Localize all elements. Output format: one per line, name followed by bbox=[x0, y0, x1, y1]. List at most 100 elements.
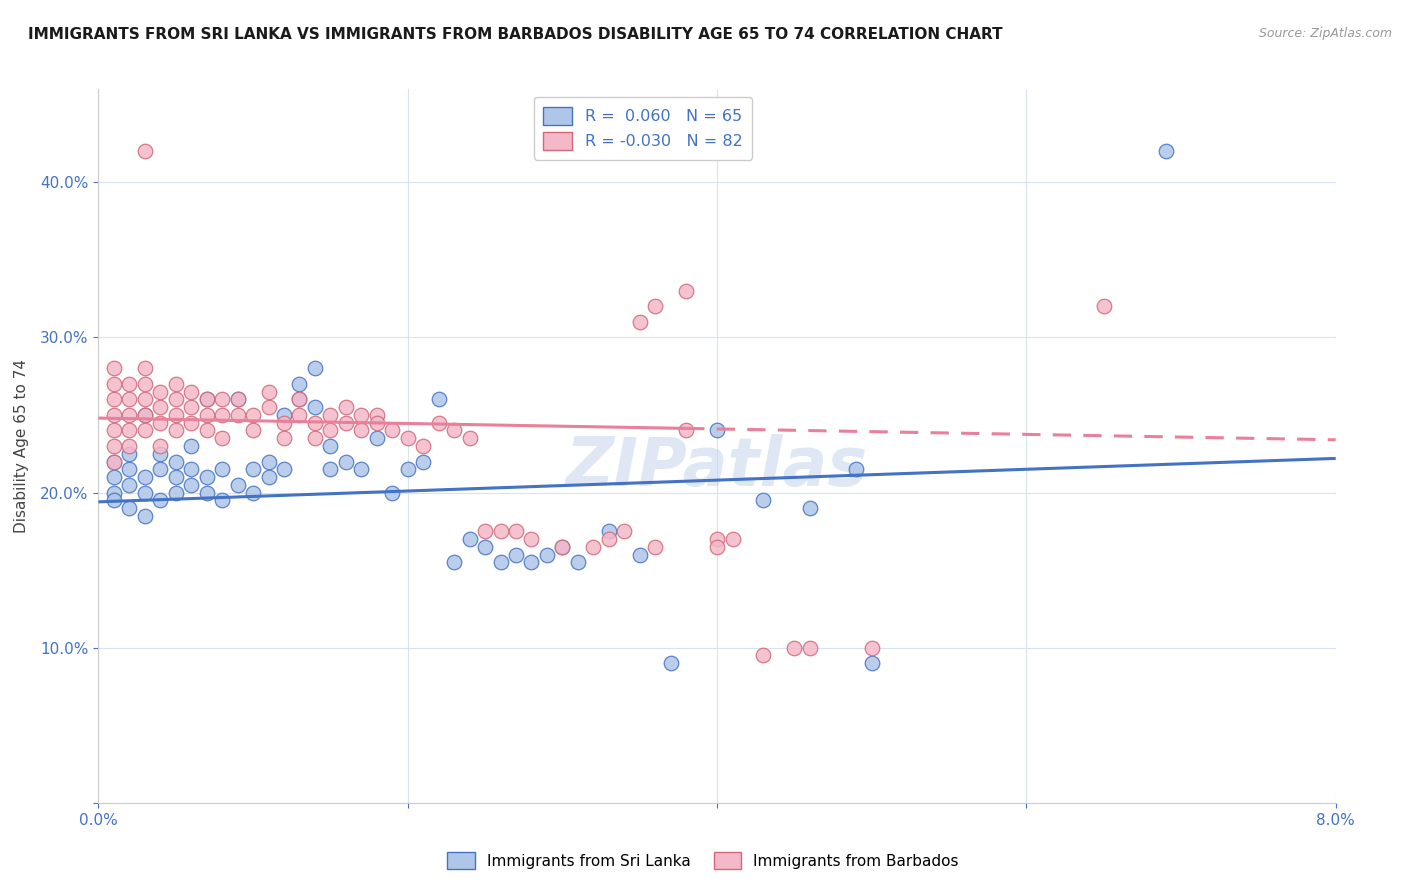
Text: IMMIGRANTS FROM SRI LANKA VS IMMIGRANTS FROM BARBADOS DISABILITY AGE 65 TO 74 CO: IMMIGRANTS FROM SRI LANKA VS IMMIGRANTS … bbox=[28, 27, 1002, 42]
Point bbox=[752, 648, 775, 663]
Point bbox=[551, 540, 574, 554]
Point bbox=[304, 401, 326, 415]
Point bbox=[180, 439, 202, 453]
Point bbox=[118, 477, 141, 491]
Point bbox=[319, 424, 342, 438]
Point bbox=[257, 401, 280, 415]
Point bbox=[350, 408, 373, 422]
Point bbox=[149, 447, 172, 461]
Point bbox=[1092, 299, 1115, 313]
Point bbox=[288, 408, 311, 422]
Point bbox=[366, 408, 388, 422]
Point bbox=[103, 493, 125, 508]
Point bbox=[118, 424, 141, 438]
Point bbox=[845, 462, 868, 476]
Point bbox=[598, 524, 620, 539]
Point bbox=[165, 485, 187, 500]
Point bbox=[103, 424, 125, 438]
Point bbox=[273, 408, 295, 422]
Point bbox=[103, 392, 125, 407]
Point bbox=[165, 424, 187, 438]
Point bbox=[443, 424, 465, 438]
Text: Source: ZipAtlas.com: Source: ZipAtlas.com bbox=[1258, 27, 1392, 40]
Point bbox=[319, 439, 342, 453]
Point bbox=[134, 392, 156, 407]
Point bbox=[458, 431, 481, 445]
Point bbox=[860, 640, 883, 655]
Point bbox=[304, 431, 326, 445]
Point bbox=[489, 555, 512, 569]
Point bbox=[211, 392, 233, 407]
Point bbox=[257, 470, 280, 484]
Point bbox=[118, 462, 141, 476]
Point bbox=[226, 408, 249, 422]
Point bbox=[242, 424, 264, 438]
Point bbox=[474, 540, 496, 554]
Point bbox=[659, 656, 682, 670]
Point bbox=[257, 384, 280, 399]
Point bbox=[628, 315, 651, 329]
Point bbox=[195, 408, 218, 422]
Point bbox=[304, 361, 326, 376]
Point bbox=[350, 462, 373, 476]
Point bbox=[273, 431, 295, 445]
Point bbox=[118, 439, 141, 453]
Point bbox=[783, 640, 806, 655]
Point bbox=[551, 540, 574, 554]
Point bbox=[752, 493, 775, 508]
Point bbox=[288, 392, 311, 407]
Point bbox=[598, 532, 620, 546]
Point bbox=[103, 454, 125, 468]
Point bbox=[505, 524, 527, 539]
Point bbox=[273, 462, 295, 476]
Legend: R =  0.060   N = 65, R = -0.030   N = 82: R = 0.060 N = 65, R = -0.030 N = 82 bbox=[534, 97, 752, 160]
Point bbox=[706, 532, 728, 546]
Point bbox=[860, 656, 883, 670]
Point bbox=[505, 548, 527, 562]
Point bbox=[288, 376, 311, 391]
Point bbox=[149, 416, 172, 430]
Point bbox=[381, 424, 404, 438]
Point bbox=[211, 408, 233, 422]
Point bbox=[165, 408, 187, 422]
Point bbox=[180, 401, 202, 415]
Point bbox=[165, 470, 187, 484]
Point bbox=[242, 485, 264, 500]
Point bbox=[211, 431, 233, 445]
Point bbox=[536, 548, 558, 562]
Point bbox=[396, 431, 419, 445]
Point bbox=[273, 416, 295, 430]
Point bbox=[180, 477, 202, 491]
Point bbox=[195, 485, 218, 500]
Point bbox=[1154, 145, 1177, 159]
Point bbox=[149, 439, 172, 453]
Point bbox=[226, 477, 249, 491]
Point bbox=[799, 640, 821, 655]
Point bbox=[412, 439, 434, 453]
Point bbox=[721, 532, 744, 546]
Point bbox=[180, 462, 202, 476]
Point bbox=[103, 361, 125, 376]
Point bbox=[520, 555, 543, 569]
Point bbox=[118, 447, 141, 461]
Point bbox=[567, 555, 589, 569]
Point bbox=[613, 524, 636, 539]
Point bbox=[103, 470, 125, 484]
Point bbox=[103, 439, 125, 453]
Point bbox=[396, 462, 419, 476]
Point bbox=[211, 493, 233, 508]
Point bbox=[149, 401, 172, 415]
Point bbox=[195, 392, 218, 407]
Point bbox=[195, 470, 218, 484]
Point bbox=[350, 424, 373, 438]
Point bbox=[149, 493, 172, 508]
Point bbox=[381, 485, 404, 500]
Point bbox=[134, 145, 156, 159]
Point bbox=[134, 408, 156, 422]
Point bbox=[412, 454, 434, 468]
Point bbox=[335, 454, 357, 468]
Text: ZIPatlas: ZIPatlas bbox=[567, 434, 868, 500]
Point bbox=[103, 454, 125, 468]
Point bbox=[242, 408, 264, 422]
Point bbox=[335, 416, 357, 430]
